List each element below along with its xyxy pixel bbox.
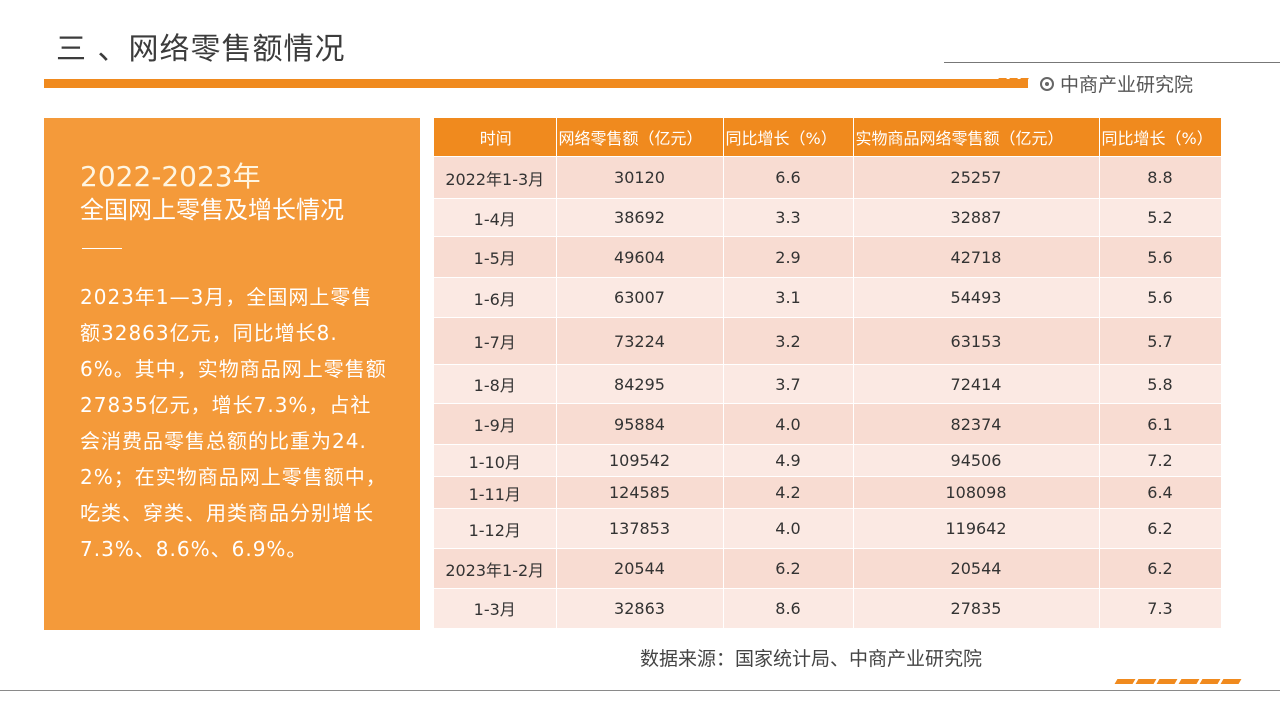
table-cell: 1-9月 [434, 403, 557, 445]
table-cell: 4.0 [723, 508, 854, 549]
table-cell: 3.7 [723, 364, 854, 404]
table-cell: 5.8 [1099, 364, 1222, 404]
table-cell: 82374 [853, 403, 1100, 445]
header-cell: 网络零售额（亿元） [556, 118, 724, 157]
table-cell: 3.2 [723, 317, 854, 365]
table-cell: 25257 [853, 156, 1100, 199]
table-cell: 7.2 [1099, 444, 1222, 477]
table-cell: 6.4 [1099, 476, 1222, 509]
header-cell: 实物商品网络零售额（亿元） [853, 118, 1100, 157]
table-cell: 5.6 [1099, 236, 1222, 278]
table-cell: 20544 [556, 548, 724, 589]
table-cell: 1-5月 [434, 236, 557, 278]
table-cell: 6.2 [1099, 548, 1222, 589]
table-row: 2022年1-3月 30120 6.6 25257 8.8 [434, 156, 1222, 199]
table-cell: 8.6 [723, 588, 854, 628]
table-cell: 6.2 [1099, 508, 1222, 549]
table-cell: 27835 [853, 588, 1100, 628]
brand-logo-icon [1040, 76, 1054, 91]
table-row: 1-10月 109542 4.9 94506 7.2 [434, 444, 1222, 477]
table-row: 1-11月 124585 4.2 108098 6.4 [434, 476, 1222, 509]
table-cell: 5.6 [1099, 277, 1222, 318]
table-cell: 1-10月 [434, 444, 557, 477]
footer-stripes [1114, 678, 1242, 692]
table-cell: 8.8 [1099, 156, 1222, 199]
table-cell: 6.1 [1099, 403, 1222, 445]
table-cell: 7.3 [1099, 588, 1222, 628]
footer-line [0, 690, 1280, 691]
table-cell: 124585 [556, 476, 724, 509]
table-cell: 1-12月 [434, 508, 557, 549]
table-cell: 72414 [853, 364, 1100, 404]
brand-name: 中商产业研究院 [1060, 74, 1194, 96]
table-cell: 54493 [853, 277, 1100, 318]
table-cell: 137853 [556, 508, 724, 549]
table-cell: 3.3 [723, 198, 854, 237]
page-title: 三 、网络零售额情况 [56, 32, 346, 67]
table-cell: 49604 [556, 236, 724, 278]
table-cell: 94506 [853, 444, 1100, 477]
table-cell: 63153 [853, 317, 1100, 365]
table-cell: 108098 [853, 476, 1100, 509]
table-cell: 4.9 [723, 444, 854, 477]
brand: 中商产业研究院 [1040, 70, 1193, 97]
table-cell: 95884 [556, 403, 724, 445]
table-cell: 38692 [556, 198, 724, 237]
table-cell: 1-6月 [434, 277, 557, 318]
table-cell: 6.2 [723, 548, 854, 589]
summary-year: 2022-2023年 [80, 160, 261, 193]
table-row: 1-7月 73224 3.2 63153 5.7 [434, 317, 1222, 365]
header-accent-bar [44, 79, 1028, 88]
data-source: 数据来源：国家统计局、中商产业研究院 [640, 648, 983, 670]
table-cell: 5.2 [1099, 198, 1222, 237]
table-cell: 2.9 [723, 236, 854, 278]
table-cell: 1-3月 [434, 588, 557, 628]
table-cell: 63007 [556, 277, 724, 318]
table-cell: 32863 [556, 588, 724, 628]
summary-panel: 2022-2023年 全国网上零售及增长情况 2023年1—3月，全国网上零售额… [44, 118, 420, 630]
table-cell: 119642 [853, 508, 1100, 549]
header-stripes [993, 78, 1030, 88]
table-row: 1-6月 63007 3.1 54493 5.6 [434, 277, 1222, 318]
table-row: 1-4月 38692 3.3 32887 5.2 [434, 198, 1222, 237]
table-cell: 2022年1-3月 [434, 156, 557, 199]
table-row: 1-8月 84295 3.7 72414 5.8 [434, 364, 1222, 404]
table-row: 1-9月 95884 4.0 82374 6.1 [434, 403, 1222, 445]
table-cell: 20544 [853, 548, 1100, 589]
table-cell: 1-11月 [434, 476, 557, 509]
summary-subtitle: 全国网上零售及增长情况 [80, 196, 344, 224]
table-cell: 3.1 [723, 277, 854, 318]
sales-table: 时间 网络零售额（亿元） 同比增长（%） 实物商品网络零售额（亿元） 同比增长（… [434, 118, 1222, 628]
table-cell: 4.2 [723, 476, 854, 509]
table-cell: 2023年1-2月 [434, 548, 557, 589]
summary-text: 2023年1—3月，全国网上零售额32863亿元，同比增长8.6%。其中，实物商… [80, 285, 387, 561]
table-cell: 5.7 [1099, 317, 1222, 365]
table-cell: 1-8月 [434, 364, 557, 404]
header-thin-line [944, 62, 1280, 63]
table-row: 1-5月 49604 2.9 42718 5.6 [434, 236, 1222, 278]
table-cell: 4.0 [723, 403, 854, 445]
table-cell: 32887 [853, 198, 1100, 237]
table-header-row: 时间 网络零售额（亿元） 同比增长（%） 实物商品网络零售额（亿元） 同比增长（… [434, 118, 1222, 157]
table-row: 1-3月 32863 8.6 27835 7.3 [434, 588, 1222, 628]
sales-table-wrapper: 时间 网络零售额（亿元） 同比增长（%） 实物商品网络零售额（亿元） 同比增长（… [434, 118, 1222, 628]
table-cell: 1-7月 [434, 317, 557, 365]
header-cell: 时间 [434, 118, 557, 157]
table-cell: 109542 [556, 444, 724, 477]
table-row: 2023年1-2月 20544 6.2 20544 6.2 [434, 548, 1222, 589]
header-cell: 同比增长（%） [1099, 118, 1222, 157]
table-cell: 84295 [556, 364, 724, 404]
table-cell: 73224 [556, 317, 724, 365]
table-cell: 1-4月 [434, 198, 557, 237]
table-cell: 42718 [853, 236, 1100, 278]
summary-divider [82, 248, 122, 249]
table-cell: 30120 [556, 156, 724, 199]
table-cell: 6.6 [723, 156, 854, 199]
table-row: 1-12月 137853 4.0 119642 6.2 [434, 508, 1222, 549]
header-cell: 同比增长（%） [723, 118, 854, 157]
